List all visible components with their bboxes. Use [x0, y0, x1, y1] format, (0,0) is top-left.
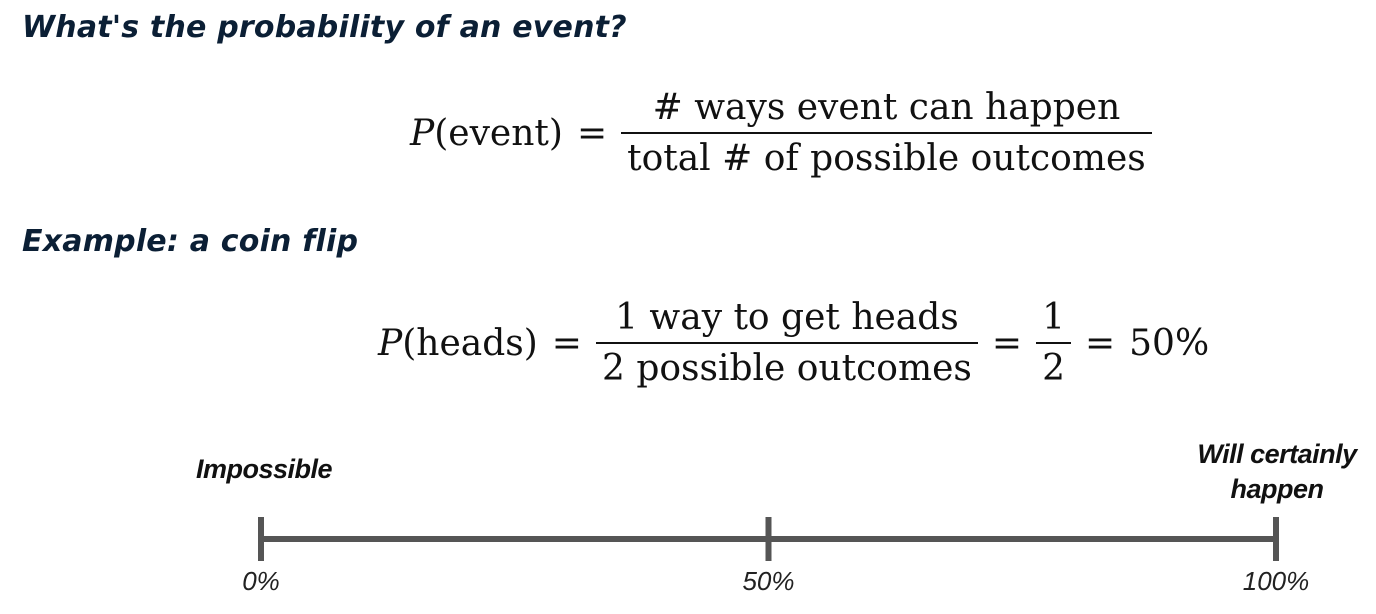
- fraction-denominator: total # of possible outcomes: [621, 132, 1152, 179]
- scale-tick-label: 50%: [742, 566, 795, 596]
- coin-flip-formula: P (heads) = 1 way to get heads 2 possibl…: [378, 297, 1209, 390]
- probability-argument: (heads): [402, 322, 538, 364]
- fraction-numerator: # ways event can happen: [652, 87, 1121, 128]
- scale-tick-label: 100%: [1242, 566, 1310, 596]
- simplified-fraction: 1 2: [1036, 297, 1071, 390]
- fraction: # ways event can happen total # of possi…: [621, 87, 1152, 180]
- certain-label: Will certainly happen: [1197, 439, 1357, 504]
- equals-sign: =: [576, 112, 608, 154]
- result-value: 50%: [1129, 322, 1210, 364]
- fraction-numerator: 1 way to get heads: [615, 297, 959, 338]
- fraction: 1 way to get heads 2 possible outcomes: [595, 297, 978, 390]
- scale-ticks: [258, 517, 1279, 561]
- probability-argument: (event): [434, 112, 563, 154]
- equals-sign: =: [991, 322, 1023, 364]
- fraction-denominator: 2: [1036, 342, 1071, 389]
- fraction-numerator: 1: [1042, 297, 1065, 338]
- example-heading: Example: a coin flip: [22, 224, 359, 259]
- scale-tick-label: 0%: [242, 566, 280, 596]
- equals-sign: =: [551, 322, 582, 364]
- fraction-denominator: 2 possible outcomes: [595, 342, 978, 389]
- equals-sign: =: [1084, 322, 1116, 364]
- question-heading: What's the probability of an event?: [22, 10, 627, 45]
- probability-symbol: P: [410, 112, 435, 154]
- probability-formula: P (event) = # ways event can happen tota…: [410, 87, 1152, 180]
- impossible-label: Impossible: [196, 454, 333, 484]
- probability-symbol: P: [378, 322, 403, 364]
